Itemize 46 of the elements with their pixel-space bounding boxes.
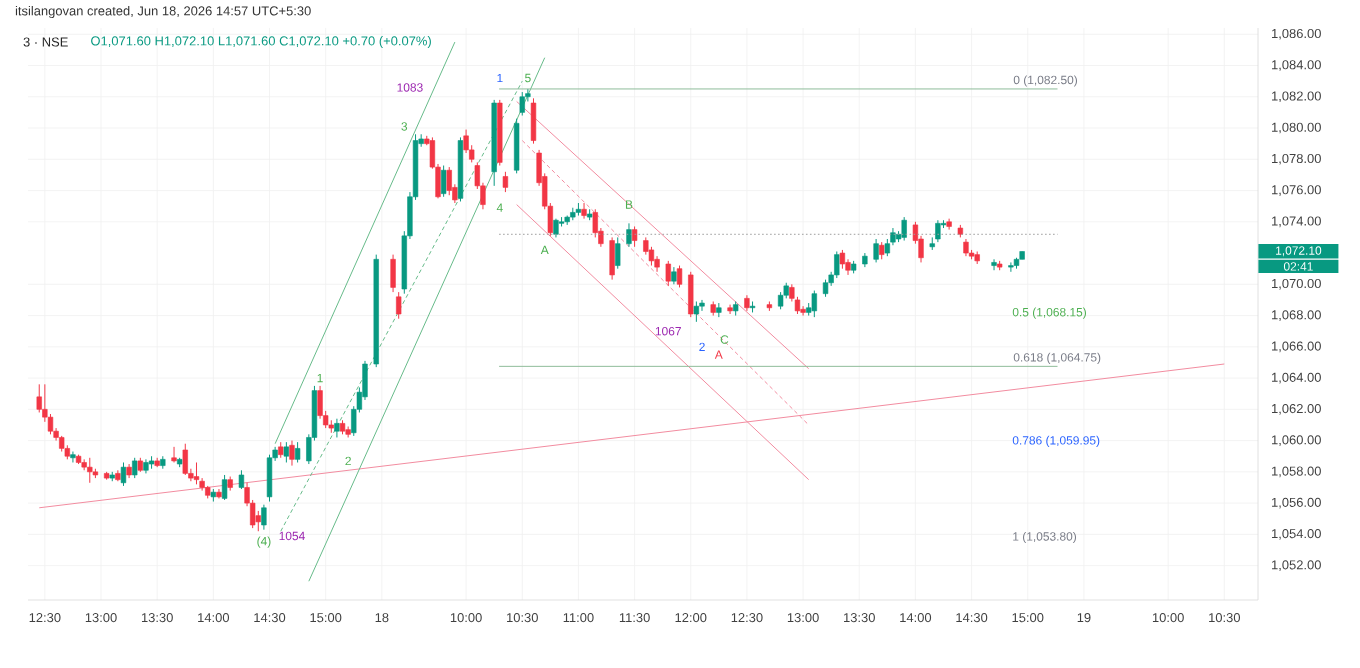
candlestick [693,300,700,323]
candlestick [665,260,671,287]
candlestick [873,238,879,263]
candlestick [238,469,245,490]
candlestick [283,441,290,463]
candlestick [811,290,817,318]
candlestick [87,457,93,484]
candlestick [390,254,396,293]
candlestick [1008,261,1014,273]
candlestick [440,165,447,198]
candlestick [626,222,632,248]
candlestick [519,91,525,117]
candlestick [834,250,840,279]
candlestick [631,225,638,248]
candlestick [132,457,138,479]
candlestick [446,166,452,196]
candlestick [553,218,559,238]
candlestick [182,443,188,476]
candlestick [676,265,683,288]
candlestick [289,440,295,467]
candlestick [294,441,301,463]
candlestick [946,218,952,231]
candlestick [70,451,76,463]
candlestick [193,461,200,485]
candlestick [266,454,273,503]
candlestick [530,97,537,145]
candlestick [581,202,587,220]
candlestick [317,385,323,420]
candlestick [255,510,261,532]
candlestick [120,461,127,487]
candlestick [463,129,469,154]
candlestick [609,236,615,281]
candlestick [171,446,177,463]
candlestick [396,291,402,320]
candlestick [901,216,907,242]
candlestick [800,305,806,317]
candlestick [615,236,621,270]
candlestick [688,271,694,318]
candlestick [839,249,846,270]
candlestick [261,504,267,531]
candlestick [513,118,520,174]
candlestick [991,258,997,271]
candlestick [935,219,941,243]
candlestick [502,171,509,193]
candlestick [221,474,228,501]
candlestick [334,418,340,438]
